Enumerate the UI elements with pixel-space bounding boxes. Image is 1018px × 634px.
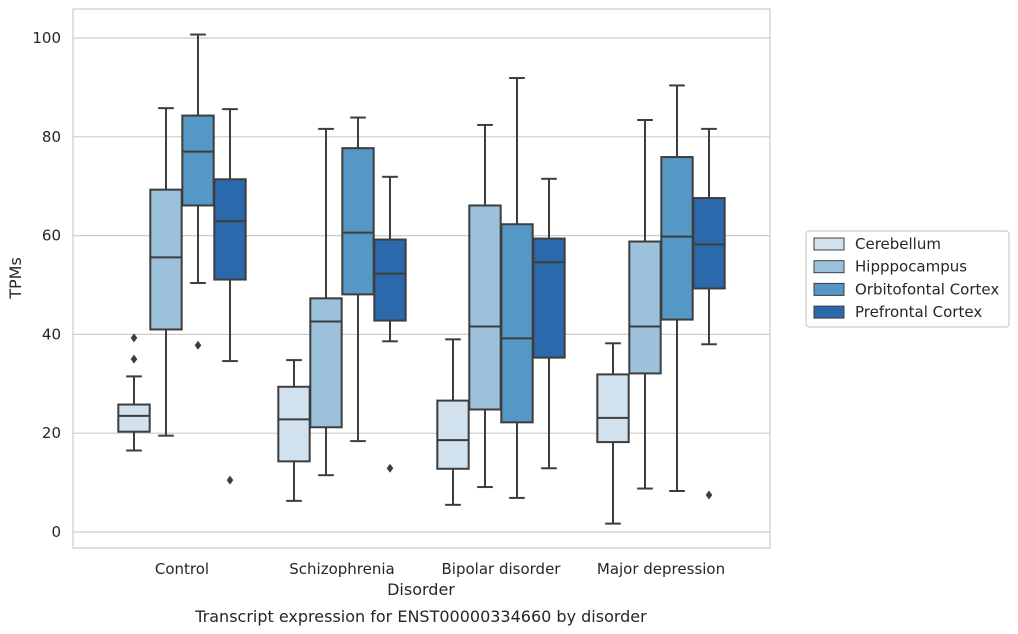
- x-axis-label: Disorder: [387, 580, 455, 599]
- legend-label: Prefrontal Cortex: [855, 303, 982, 321]
- legend-frame: [805, 230, 1010, 328]
- outlier-point: [386, 463, 394, 473]
- box-orbitofontal-cortex: [181, 33, 215, 350]
- iqr-box: [213, 178, 247, 281]
- x-tick-label: Major depression: [597, 560, 725, 578]
- iqr-box: [692, 197, 726, 290]
- box-cerebellum: [277, 359, 311, 502]
- outlier-point: [705, 490, 713, 500]
- iqr-box: [117, 403, 151, 433]
- box-orbitofontal-cortex: [660, 84, 694, 492]
- box-cerebellum: [436, 338, 470, 506]
- legend-swatch: [813, 260, 845, 274]
- y-axis-label: TPMs: [6, 257, 25, 300]
- y-tick-label: 20: [42, 424, 61, 442]
- y-axis-ticks: 0 20 40 60 80 100: [32, 29, 61, 541]
- box-prefrontal-cortex: [532, 177, 566, 470]
- outlier-point: [194, 340, 202, 350]
- legend-swatch: [813, 237, 845, 251]
- outlier-point: [226, 475, 234, 485]
- iqr-box: [500, 223, 534, 424]
- box-hipppocampus: [149, 107, 183, 437]
- iqr-box: [596, 373, 630, 444]
- iqr-box: [436, 399, 470, 470]
- box-hipppocampus: [468, 123, 502, 489]
- boxes-layer: [117, 33, 726, 525]
- outlier-point: [130, 354, 138, 364]
- plot-frame: [72, 8, 771, 549]
- x-tick-label: Bipolar disorder: [442, 560, 562, 578]
- box-prefrontal-cortex: [373, 175, 407, 473]
- legend-label: Hipppocampus: [855, 258, 967, 276]
- box-prefrontal-cortex: [213, 108, 247, 485]
- box-cerebellum: [117, 333, 151, 452]
- chart-caption: Transcript expression for ENST0000033466…: [194, 607, 647, 626]
- y-tick-label: 40: [42, 325, 61, 343]
- box-cerebellum: [596, 342, 630, 525]
- legend-label: Cerebellum: [855, 235, 941, 253]
- iqr-box: [373, 238, 407, 322]
- legend: Cerebellum Hipppocampus Orbitofontal Corte…: [805, 230, 1010, 328]
- x-tick-label: Control: [155, 560, 209, 578]
- iqr-box: [149, 188, 183, 331]
- box-hipppocampus: [309, 127, 343, 477]
- legend-swatch: [813, 282, 845, 296]
- y-tick-label: 80: [42, 128, 61, 146]
- iqr-box: [341, 147, 375, 296]
- iqr-box: [468, 204, 502, 411]
- iqr-box: [309, 297, 343, 429]
- x-tick-label: Schizophrenia: [289, 560, 394, 578]
- y-tick-label: 60: [42, 227, 61, 245]
- iqr-box: [181, 114, 215, 207]
- iqr-box: [628, 240, 662, 375]
- box-orbitofontal-cortex: [341, 116, 375, 443]
- box-orbitofontal-cortex: [500, 77, 534, 499]
- legend-label: Orbitofontal Cortex: [855, 280, 999, 298]
- iqr-box: [660, 156, 694, 321]
- box-hipppocampus: [628, 119, 662, 490]
- box-prefrontal-cortex: [692, 127, 726, 500]
- x-axis-ticks: Control Schizophrenia Bipolar disorder Majo…: [155, 560, 725, 578]
- y-tick-label: 100: [32, 29, 61, 47]
- legend-swatch: [813, 305, 845, 319]
- iqr-box: [277, 385, 311, 463]
- outlier-point: [130, 333, 138, 343]
- iqr-box: [532, 237, 566, 359]
- y-tick-label: 0: [51, 523, 61, 541]
